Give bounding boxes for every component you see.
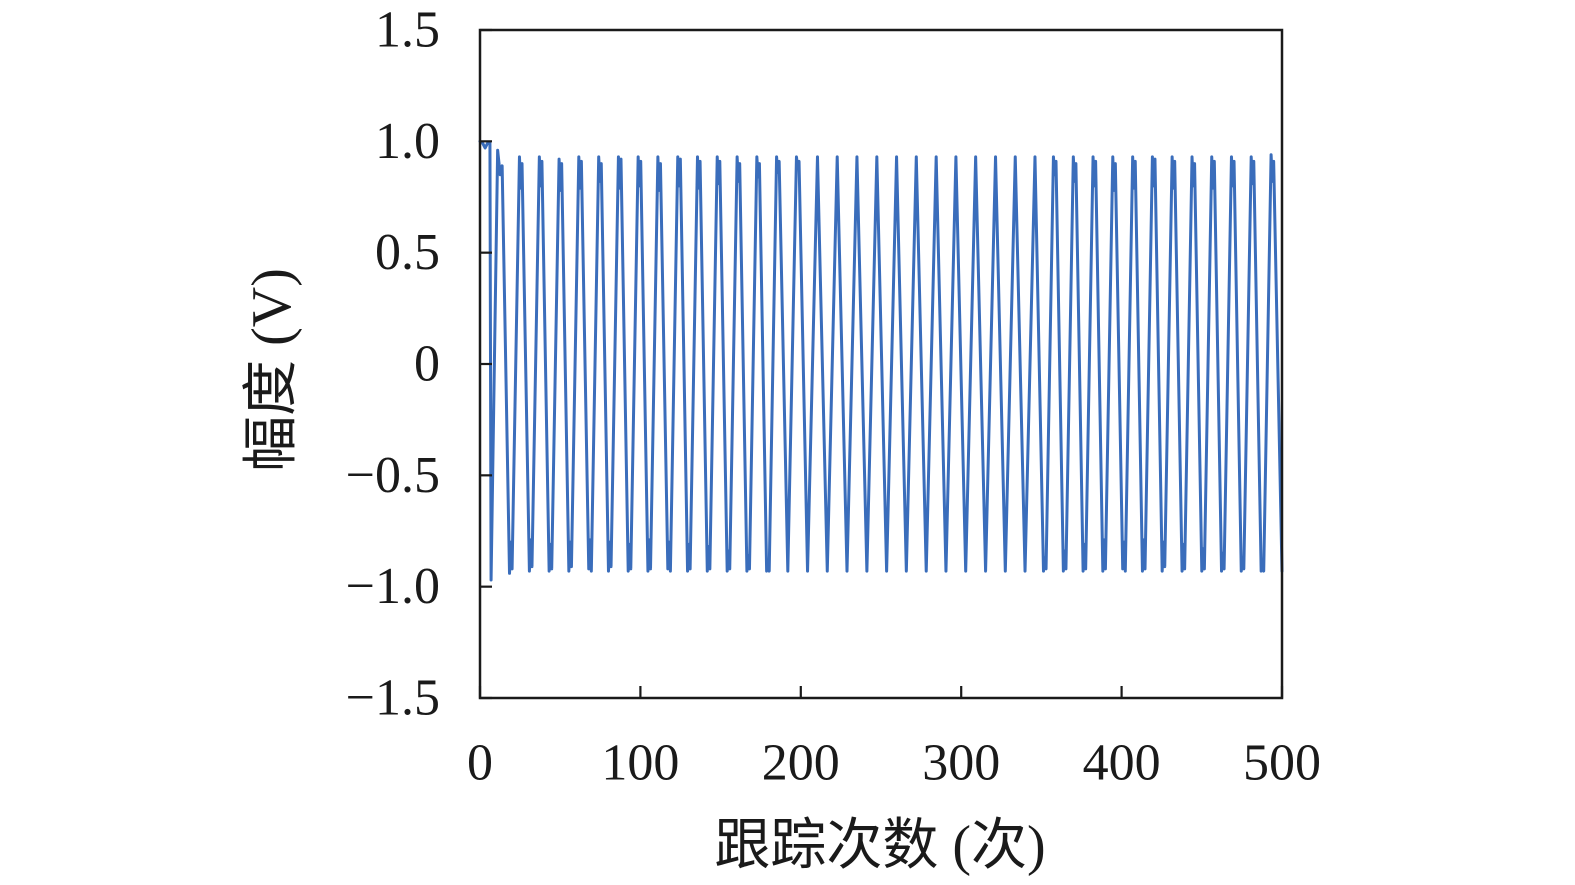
y-tick-label: 1.5	[375, 2, 440, 59]
x-tick-label: 400	[1083, 735, 1161, 792]
series-layer	[478, 139, 1284, 582]
tick-labels: 1.5 1.0 0.5 0 −0.5 −1.0 −1.5 0 100 200 300 400 500	[346, 2, 1321, 792]
x-tick-label: 300	[922, 735, 1000, 792]
series-line	[478, 139, 1284, 582]
x-tick-label: 200	[762, 735, 840, 792]
x-tick-label: 0	[467, 735, 493, 792]
y-tick-label: 1.0	[375, 113, 440, 170]
x-tick-label: 100	[601, 735, 679, 792]
y-tick-label: −1.5	[346, 670, 440, 727]
tick-marks	[478, 28, 1284, 700]
x-tick-label: 500	[1243, 735, 1321, 792]
y-tick-label: 0.5	[375, 224, 440, 281]
y-axis-label: 幅度 (V)	[241, 268, 303, 472]
y-tick-label: −0.5	[346, 447, 440, 504]
x-axis-label: 跟踪次数 (次)	[714, 815, 1045, 877]
y-tick-label: 0	[414, 336, 440, 393]
y-tick-label: −1.0	[346, 558, 440, 615]
